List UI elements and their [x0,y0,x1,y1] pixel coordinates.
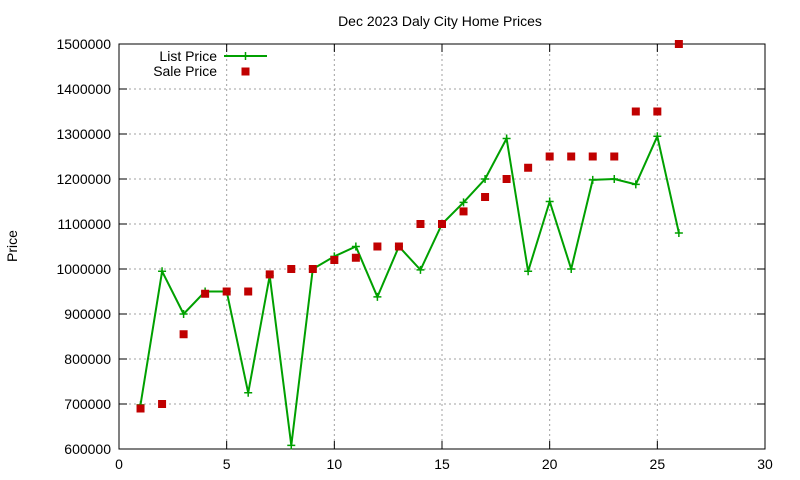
list-price-point [351,242,360,251]
y-tick-label: 900000 [64,306,111,322]
y-tick-label: 1200000 [56,171,111,187]
y-tick-label: 600000 [64,441,111,457]
list-price-point [588,175,597,184]
chart-title: Dec 2023 Daly City Home Prices [338,13,542,29]
sale-price-point [287,265,296,273]
sale-price-point [481,193,490,201]
sale-price-point [158,400,167,408]
legend: List Price Sale Price [153,48,267,79]
x-tick-label: 10 [327,456,343,472]
legend-label-sale-price: Sale Price [153,63,217,79]
y-tick-label: 1400000 [56,81,111,97]
x-tick-label: 20 [542,456,558,472]
list-price-point [287,441,296,450]
sale-price-point [373,242,382,251]
sale-price-point [610,152,619,161]
list-price-point [674,229,683,237]
sale-price-point [438,220,446,228]
y-tick-label: 1500000 [56,36,111,52]
sale-price-point [308,265,317,273]
sale-price-point [653,107,662,116]
list-price-point [631,180,640,189]
sale-price-point [394,242,403,251]
y-tick-label: 1300000 [56,126,111,142]
sale-price-point [351,253,360,262]
list-price-point [459,198,468,207]
sale-price-point [265,270,274,279]
sale-price-point [179,330,188,339]
list-price-point [653,132,662,141]
sale-price-point [222,287,231,296]
sale-price-point [524,163,533,172]
sale-price-point [631,107,640,116]
axis-ticks: 600000 700000 800000 900000 1000000 1100000 12… [56,36,773,472]
sale-price-point [502,175,511,183]
sale-price-point [567,152,576,161]
list-price-point [373,292,382,301]
sale-price-point [545,152,554,161]
y-tick-label: 1100000 [58,216,112,232]
legend-marker-sale-price [241,67,250,76]
list-price-point [179,310,188,318]
list-price-point [567,265,576,273]
list-price-line [139,133,680,446]
list-price-point [416,265,425,274]
x-tick-label: 15 [434,456,450,472]
x-tick-label: 30 [757,456,773,472]
list-price-point [524,267,533,276]
legend-label-list-price: List Price [159,48,217,64]
sale-price-point [588,152,597,161]
list-price-point [545,197,554,206]
sale-price-point [244,287,253,296]
y-tick-label: 1000000 [56,261,111,277]
x-tick-label: 0 [115,456,123,472]
sale-price-point [330,256,339,264]
list-price-point [158,267,167,276]
legend-marker-list-price [241,52,250,60]
sale-price-point [416,220,425,228]
x-tick-label: 25 [650,456,666,472]
list-price-point [244,388,253,397]
grid [119,44,765,449]
sale-price-point [674,40,683,48]
list-price-point [610,175,619,183]
list-price-point [481,175,490,183]
sale-price-point [136,404,145,413]
x-tick-label: 5 [223,456,231,472]
y-tick-label: 800000 [64,351,111,367]
y-tick-label: 700000 [64,396,111,412]
sale-price-point [201,289,210,298]
y-axis-label: Price [4,230,20,262]
sale-price-point [459,207,468,216]
list-price-point [502,134,511,143]
plot-series [136,40,683,450]
